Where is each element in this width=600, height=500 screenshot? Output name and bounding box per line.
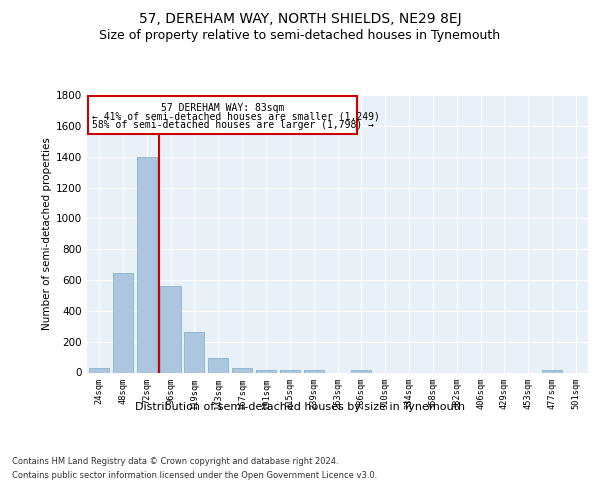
Text: Distribution of semi-detached houses by size in Tynemouth: Distribution of semi-detached houses by … bbox=[135, 402, 465, 412]
Bar bbox=[89, 368, 109, 372]
Text: ← 41% of semi-detached houses are smaller (1,249): ← 41% of semi-detached houses are smalle… bbox=[92, 112, 380, 122]
Text: Contains public sector information licensed under the Open Government Licence v3: Contains public sector information licen… bbox=[12, 471, 377, 480]
Bar bbox=[280, 370, 300, 372]
Text: 57 DEREHAM WAY: 83sqm: 57 DEREHAM WAY: 83sqm bbox=[161, 102, 284, 113]
Bar bbox=[160, 286, 181, 372]
FancyBboxPatch shape bbox=[88, 96, 356, 134]
Bar bbox=[542, 370, 562, 372]
Text: 58% of semi-detached houses are larger (1,798) →: 58% of semi-detached houses are larger (… bbox=[92, 120, 374, 130]
Bar bbox=[113, 273, 133, 372]
Bar bbox=[208, 358, 229, 372]
Bar bbox=[232, 368, 252, 372]
Text: Size of property relative to semi-detached houses in Tynemouth: Size of property relative to semi-detach… bbox=[100, 29, 500, 42]
Bar bbox=[304, 370, 324, 372]
Bar bbox=[137, 156, 157, 372]
Bar bbox=[256, 370, 276, 372]
Text: 57, DEREHAM WAY, NORTH SHIELDS, NE29 8EJ: 57, DEREHAM WAY, NORTH SHIELDS, NE29 8EJ bbox=[139, 12, 461, 26]
Bar bbox=[184, 332, 205, 372]
Y-axis label: Number of semi-detached properties: Number of semi-detached properties bbox=[42, 138, 52, 330]
Bar bbox=[351, 370, 371, 372]
Text: Contains HM Land Registry data © Crown copyright and database right 2024.: Contains HM Land Registry data © Crown c… bbox=[12, 458, 338, 466]
